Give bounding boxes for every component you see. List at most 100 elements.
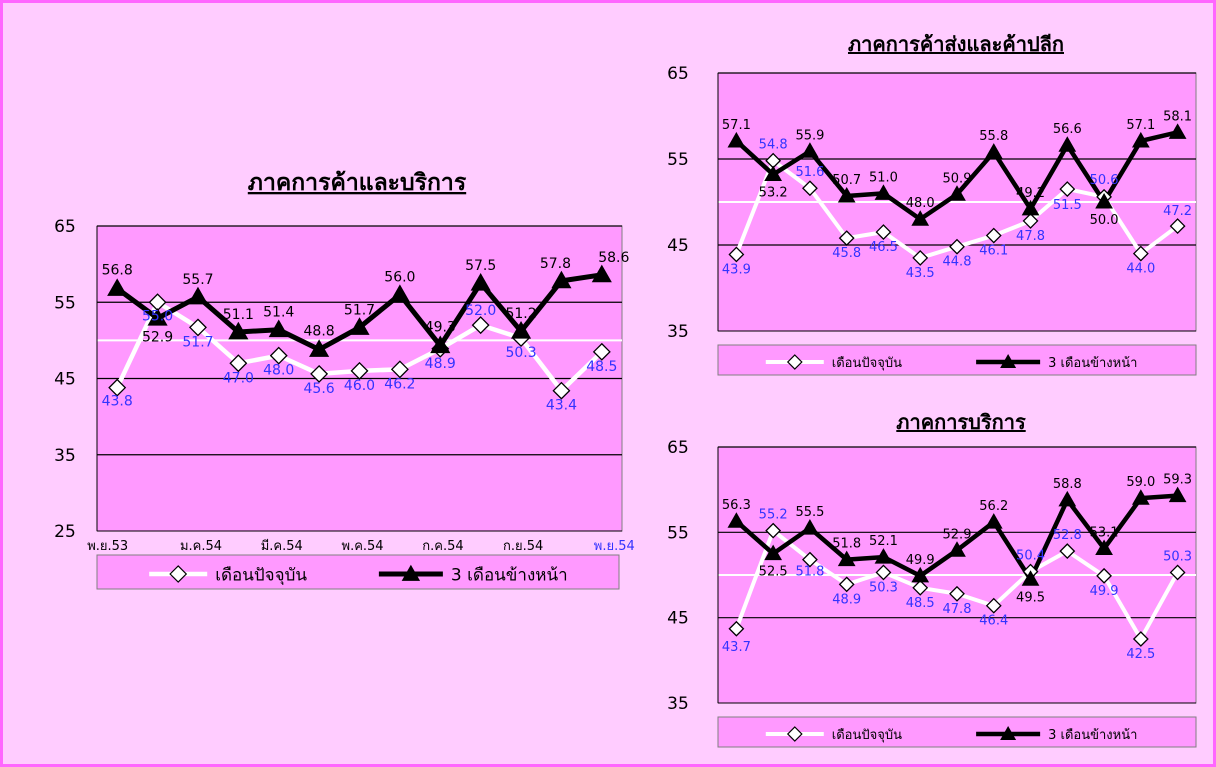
- data-label-future: 48.0: [906, 196, 935, 211]
- marker-current: [802, 551, 818, 568]
- data-label-current: 46.5: [869, 240, 898, 255]
- data-label-current: 48.5: [586, 359, 617, 375]
- data-label-future: 58.1: [1163, 109, 1192, 124]
- marker-future: [510, 321, 532, 339]
- y-tick-label: 65: [667, 64, 689, 84]
- data-label-future: 55.7: [182, 272, 213, 288]
- marker-future: [1095, 192, 1113, 209]
- marker-future: [1131, 131, 1150, 148]
- data-label-future: 49.2: [1016, 186, 1045, 201]
- data-label-future: 51.0: [869, 170, 898, 185]
- legend-marker-current: [169, 565, 188, 583]
- data-label-future: 56.2: [979, 499, 1008, 514]
- y-tick-label: 55: [54, 293, 76, 313]
- marker-future: [801, 519, 819, 535]
- data-label-future: 56.0: [384, 270, 415, 286]
- data-label-current: 50.3: [1163, 549, 1192, 564]
- data-label-current: 43.7: [722, 640, 751, 655]
- marker-future: [874, 548, 893, 564]
- data-label-current: 43.8: [102, 394, 133, 410]
- marker-current: [1132, 631, 1149, 647]
- marker-future: [1168, 123, 1187, 139]
- marker-current: [471, 316, 490, 335]
- marker-current: [1169, 564, 1186, 581]
- data-label-current: 45.6: [304, 381, 335, 397]
- chart-title: ภาคการบริการ: [896, 410, 1026, 434]
- legend-label-future: 3 เดือนข้างหน้า: [1048, 355, 1137, 371]
- legend-marker-current: [786, 354, 803, 370]
- data-label-future: 51.7: [344, 302, 375, 318]
- chart-title: ภาคการค้าส่งและค้าปลีก: [848, 32, 1064, 56]
- legend-label-current: เดือนปัจจุบัน: [832, 355, 902, 371]
- marker-future: [1168, 486, 1187, 503]
- marker-future: [349, 317, 370, 335]
- data-label-current: 45.8: [832, 246, 861, 261]
- marker-future: [228, 321, 249, 340]
- y-tick-label: 55: [667, 150, 689, 170]
- marker-future: [911, 566, 930, 583]
- data-label-future: 55.8: [979, 129, 1008, 144]
- marker-future: [1021, 570, 1040, 586]
- data-label-current: 44.0: [1126, 262, 1155, 277]
- data-label-current: 50.4: [1016, 549, 1045, 564]
- marker-current: [1132, 245, 1149, 262]
- marker-current: [390, 360, 409, 379]
- data-label-current: 55.2: [759, 508, 788, 523]
- x-tick-label: พ.ย.54: [594, 539, 635, 554]
- data-label-future: 56.6: [1053, 122, 1082, 137]
- data-label-future: 53.2: [759, 185, 788, 200]
- marker-future: [147, 308, 168, 326]
- data-label-future: 48.8: [304, 324, 335, 340]
- data-label-future: 53.1: [1090, 526, 1119, 541]
- data-label-future: 49.9: [906, 553, 935, 568]
- data-label-future: 51.2: [505, 306, 536, 322]
- marker-current: [838, 230, 855, 247]
- marker-future: [268, 319, 289, 338]
- data-label-future: 55.9: [795, 128, 824, 143]
- data-label-future: 55.5: [795, 505, 824, 520]
- data-label-current: 42.5: [1126, 647, 1155, 662]
- data-label-future: 50.7: [832, 173, 861, 188]
- x-tick-label: ก.ย.54: [503, 539, 543, 554]
- y-tick-label: 45: [667, 609, 689, 629]
- marker-future: [948, 541, 966, 557]
- data-label-current: 54.8: [759, 138, 788, 153]
- data-label-future: 57.1: [1126, 118, 1155, 133]
- legend-marker-current: [786, 726, 803, 742]
- marker-current: [949, 585, 965, 602]
- data-label-future: 49.5: [1016, 590, 1045, 605]
- marker-current: [229, 354, 248, 373]
- marker-future: [801, 142, 819, 158]
- y-tick-label: 45: [54, 370, 76, 390]
- chart-title: ภาคการค้าและบริการ: [248, 170, 467, 196]
- data-label-future: 51.1: [223, 307, 254, 323]
- data-label-current: 51.8: [795, 565, 824, 580]
- marker-current: [875, 224, 892, 241]
- data-label-current: 44.8: [943, 255, 972, 270]
- marker-future: [1021, 199, 1040, 216]
- data-label-current: 46.0: [344, 378, 375, 394]
- marker-future: [764, 165, 783, 181]
- marker-future: [984, 513, 1003, 529]
- data-label-current: 48.0: [263, 363, 294, 379]
- data-label-future: 51.8: [832, 537, 861, 552]
- marker-current: [552, 381, 571, 400]
- marker-future: [430, 335, 451, 354]
- marker-current: [188, 318, 207, 337]
- data-label-future: 57.1: [722, 118, 751, 133]
- marker-future: [1058, 136, 1077, 152]
- marker-current: [985, 227, 1002, 244]
- marker-current: [949, 238, 965, 255]
- marker-future: [1058, 490, 1077, 507]
- data-label-future: 58.8: [1053, 477, 1082, 492]
- marker-current: [1169, 218, 1186, 234]
- data-label-current: 47.8: [1016, 229, 1045, 244]
- marker-future: [911, 210, 930, 226]
- marker-future: [984, 143, 1003, 159]
- marker-current: [1022, 213, 1039, 229]
- marker-current: [765, 522, 782, 539]
- y-tick-label: 35: [667, 322, 689, 342]
- marker-future: [470, 272, 491, 291]
- marker-current: [912, 249, 929, 266]
- marker-future: [948, 185, 966, 201]
